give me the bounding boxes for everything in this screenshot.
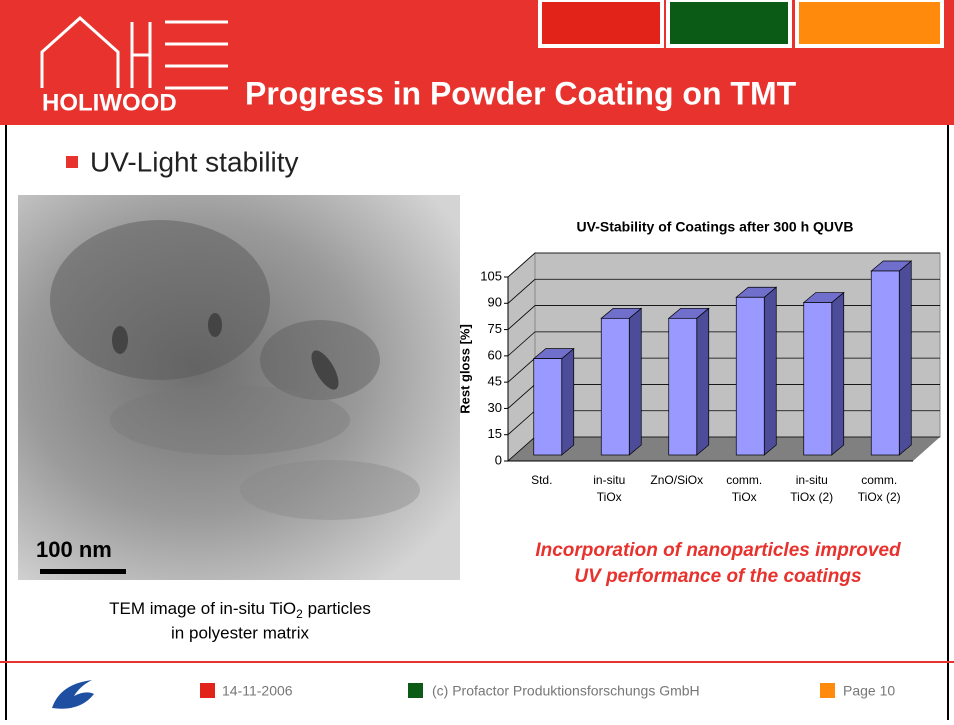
x-tick-label: comm.: [861, 473, 897, 487]
y-tick-label: 60: [488, 347, 502, 362]
y-tick-label: 30: [488, 400, 502, 415]
conclusion: UV performance of the coatings: [574, 566, 861, 587]
y-axis-label: Rest gloss [%]: [457, 324, 472, 414]
scale-bar: [40, 569, 126, 574]
tem-image: [18, 195, 460, 580]
bar: [804, 303, 832, 455]
slide: HOLIWOOD Progress in Powder Coating on T…: [0, 0, 954, 720]
footer-square: [408, 683, 423, 698]
bullet-text: UV-Light stability: [90, 146, 299, 177]
slide-title: Progress in Powder Coating on TMT: [245, 75, 797, 111]
conclusion: Incorporation of nanoparticles improved: [535, 540, 901, 561]
chart: UV-Stability of Coatings after 300 h QUV…: [457, 219, 940, 504]
bar-side: [832, 293, 844, 455]
bar: [871, 271, 899, 455]
bar-side: [562, 349, 574, 455]
footer-square: [200, 683, 215, 698]
bar: [669, 318, 697, 455]
bar-side: [697, 308, 709, 455]
y-tick-label: 15: [488, 426, 502, 441]
bar: [736, 297, 764, 455]
x-tick-label: TiOx (2): [858, 490, 901, 504]
x-tick-label: TiOx (2): [790, 490, 833, 504]
scale-bar-label: 100 nm: [36, 537, 112, 562]
x-tick-label: in-situ: [593, 473, 625, 487]
footer-square: [820, 683, 835, 698]
y-tick-label: 45: [488, 374, 502, 389]
x-tick-label: TiOx: [597, 490, 622, 504]
bar: [534, 359, 562, 455]
footer-copyright: (c) Profactor Produktionsforschungs GmbH: [432, 683, 700, 699]
color-box: [540, 0, 662, 46]
caption: in polyester matrix: [171, 623, 309, 642]
footer-logo: [52, 680, 94, 709]
x-tick-label: Std.: [531, 473, 552, 487]
x-tick-label: ZnO/SiOx: [650, 473, 703, 487]
x-tick-label: comm.: [726, 473, 762, 487]
footer-date: 14-11-2006: [222, 683, 293, 699]
bar-side: [764, 287, 776, 455]
y-tick-label: 0: [495, 452, 502, 467]
x-tick-label: TiOx: [732, 490, 757, 504]
wall: [508, 253, 535, 461]
footer-page: Page 10: [843, 683, 895, 699]
caption: TEM image of in-situ TiO2 particles: [109, 599, 371, 621]
color-box: [797, 0, 942, 46]
y-tick-label: 75: [488, 321, 502, 336]
caption-text: TEM image of in-situ TiO: [109, 599, 296, 618]
caption-text: particles: [303, 599, 371, 618]
x-tick-label: in-situ: [796, 473, 828, 487]
bar: [601, 318, 629, 455]
color-box: [668, 0, 790, 46]
bar-side: [899, 261, 911, 455]
bar-side: [629, 308, 641, 455]
chart-title: UV-Stability of Coatings after 300 h QUV…: [577, 219, 854, 235]
bullet-square: [66, 156, 78, 168]
logo-text: HOLIWOOD: [42, 89, 177, 116]
y-tick-label: 105: [480, 268, 502, 283]
y-tick-label: 90: [488, 295, 502, 310]
